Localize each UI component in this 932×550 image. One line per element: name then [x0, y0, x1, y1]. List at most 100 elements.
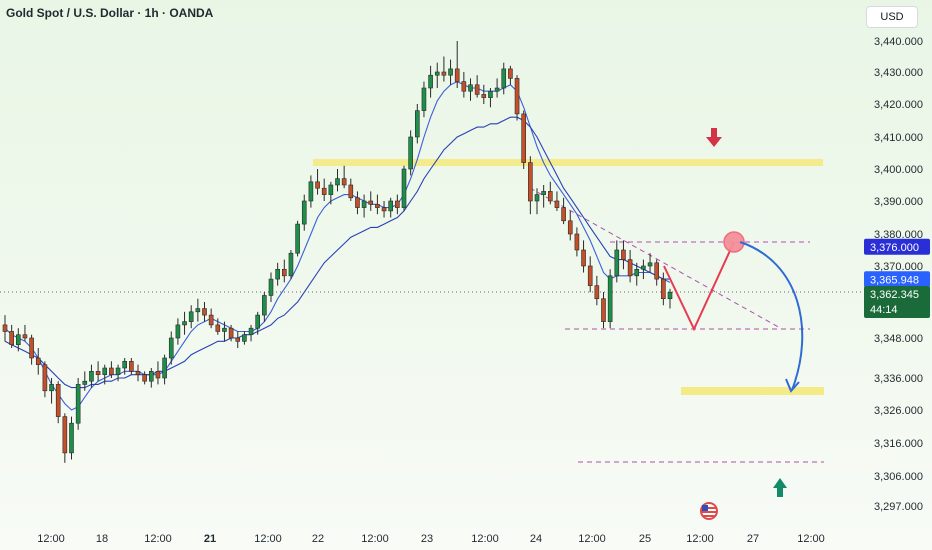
candle-body — [315, 181, 320, 189]
candle-body — [667, 291, 673, 300]
candle-body — [215, 324, 221, 332]
price-label-text: 3,376.000 — [870, 242, 919, 254]
price-label-countdown: 44:14 — [870, 304, 898, 316]
candle-body — [308, 181, 314, 202]
candle-body — [162, 357, 167, 379]
price-tick-label: 3,297.000 — [874, 501, 923, 513]
forecast-path-red — [663, 241, 735, 332]
candle-body — [641, 265, 646, 270]
candle-body — [587, 265, 593, 286]
candle-body — [528, 162, 533, 202]
candle-body — [441, 71, 447, 76]
candle-body — [341, 178, 347, 186]
candle-body — [634, 268, 640, 277]
price-tick-label: 3,306.000 — [874, 471, 923, 483]
candle-body — [361, 200, 367, 208]
time-tick-label: 12:00 — [797, 533, 825, 545]
candle-body — [242, 334, 247, 342]
candle-body — [554, 200, 560, 208]
candle-body — [567, 220, 573, 235]
candle-body — [421, 87, 427, 111]
candle-body — [222, 327, 227, 332]
price-tick-label: 3,410.000 — [874, 132, 923, 144]
candle-body — [561, 207, 566, 222]
candle-body — [195, 308, 201, 313]
candle-body — [508, 68, 513, 79]
candle-body — [661, 278, 666, 300]
candle-body — [514, 78, 520, 115]
time-tick-label: 12:00 — [578, 533, 606, 545]
candle-body — [521, 113, 527, 163]
price-tick-label: 3,440.000 — [874, 36, 923, 48]
down-arrow-icon — [706, 128, 722, 147]
candle-body — [348, 184, 354, 199]
candle-body — [654, 262, 660, 280]
candle-body — [481, 94, 487, 98]
forecast-arrowhead — [785, 378, 800, 393]
candle-body — [321, 187, 327, 195]
candle-body — [208, 314, 214, 326]
candle-body — [89, 371, 94, 382]
price-tick-label: 3,420.000 — [874, 99, 923, 111]
candle-body — [488, 90, 493, 98]
time-tick-label: 21 — [204, 533, 216, 545]
price-label-box — [864, 238, 930, 255]
candle-body — [501, 68, 507, 89]
candle-body — [461, 81, 467, 92]
candle-body — [102, 367, 108, 375]
candle-body — [182, 321, 187, 326]
ma-fast-line — [4, 80, 671, 411]
time-tick-label: 23 — [421, 533, 433, 545]
price-label-box — [864, 271, 930, 288]
up-arrow-icon — [773, 478, 787, 497]
price-labels: 3,376.000 3,365.948 3,362.345 44:14 — [864, 238, 930, 319]
candle-body — [408, 136, 413, 170]
time-tick-label: 18 — [96, 533, 108, 545]
candle-body — [9, 331, 14, 345]
price-tick-label: 3,390.000 — [874, 196, 923, 208]
currency-selector[interactable]: USD — [866, 6, 918, 28]
us-flag-icon[interactable] — [700, 502, 718, 520]
price-tick-label: 3,400.000 — [874, 164, 923, 176]
candle-body — [22, 334, 28, 339]
candle-body — [248, 327, 254, 336]
target-circle — [723, 231, 745, 253]
candle-body — [69, 422, 74, 454]
candle-body — [381, 207, 387, 212]
moving-averages — [4, 80, 671, 411]
time-axis-labels: 12:00 18 12:00 21 12:00 22 12:00 23 12:00 24 12:00… — [37, 533, 825, 545]
candle-body — [35, 357, 41, 365]
candle-body — [262, 295, 267, 316]
candle-body — [135, 371, 141, 375]
trendline-dashed — [529, 187, 783, 330]
candle-body — [614, 249, 620, 277]
candle-body — [275, 268, 280, 280]
candle-body — [355, 197, 360, 208]
candle-body — [581, 249, 586, 267]
candle-body — [82, 380, 88, 385]
price-tick-label: 3,380.000 — [874, 229, 923, 241]
time-tick-label: 25 — [639, 533, 651, 545]
candle-body — [541, 191, 546, 195]
time-tick-label: 12:00 — [686, 533, 714, 545]
candle-body — [42, 364, 48, 392]
time-tick-label: 27 — [747, 533, 759, 545]
candle-body — [29, 337, 34, 359]
chart-title: Gold Spot / U.S. Dollar · 1h · OANDA — [6, 6, 214, 20]
candle-body — [129, 361, 134, 372]
ma-slow-line — [4, 116, 670, 389]
candles — [2, 41, 673, 463]
candle-body — [228, 327, 234, 339]
candle-body — [55, 384, 61, 417]
candle-body — [328, 184, 334, 195]
candle-body — [594, 285, 600, 300]
candle-body — [448, 68, 453, 76]
price-tick-label: 3,336.000 — [874, 373, 923, 385]
forecast-curve-blue — [739, 241, 804, 391]
candle-body — [468, 84, 473, 92]
candle-body — [474, 84, 480, 95]
candle-body — [2, 324, 8, 332]
candle-body — [601, 298, 606, 322]
